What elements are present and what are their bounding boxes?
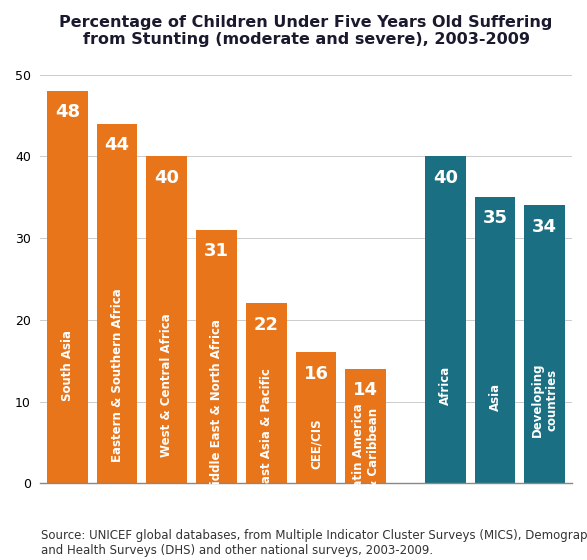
Bar [246, 304, 286, 483]
Bar [474, 197, 515, 483]
Text: 16: 16 [303, 365, 329, 382]
Text: 40: 40 [433, 169, 458, 186]
Bar [146, 156, 187, 483]
Text: 35: 35 [483, 209, 507, 227]
Text: East Asia & Pacific: East Asia & Pacific [259, 368, 273, 491]
Text: Latin America
& Caribbean: Latin America & Caribbean [352, 403, 380, 495]
Text: 14: 14 [353, 381, 378, 399]
Bar [345, 369, 386, 483]
Bar [296, 352, 336, 483]
Text: West & Central Africa: West & Central Africa [160, 313, 173, 457]
Text: 40: 40 [154, 169, 179, 186]
Bar [425, 156, 465, 483]
Bar [97, 124, 137, 483]
Title: Percentage of Children Under Five Years Old Suffering
from Stunting (moderate an: Percentage of Children Under Five Years … [59, 15, 553, 48]
Text: Middle East & North Africa: Middle East & North Africa [210, 319, 223, 496]
Text: Source: UNICEF global databases, from Multiple Indicator Cluster Surveys (MICS),: Source: UNICEF global databases, from Mu… [41, 529, 587, 557]
Text: Eastern & Southern Africa: Eastern & Southern Africa [110, 288, 124, 462]
Text: Asia: Asia [488, 384, 501, 412]
Bar [47, 91, 87, 483]
Text: Developing
countries: Developing countries [531, 363, 559, 437]
Bar [196, 230, 237, 483]
Text: 31: 31 [204, 242, 229, 260]
Text: Africa: Africa [438, 366, 452, 405]
Text: 22: 22 [254, 316, 279, 334]
Text: 48: 48 [55, 103, 80, 121]
Text: CEE/CIS: CEE/CIS [309, 419, 322, 469]
Text: 34: 34 [532, 218, 557, 236]
Text: 44: 44 [104, 136, 130, 154]
Text: South Asia: South Asia [61, 330, 74, 401]
Bar [524, 206, 565, 483]
